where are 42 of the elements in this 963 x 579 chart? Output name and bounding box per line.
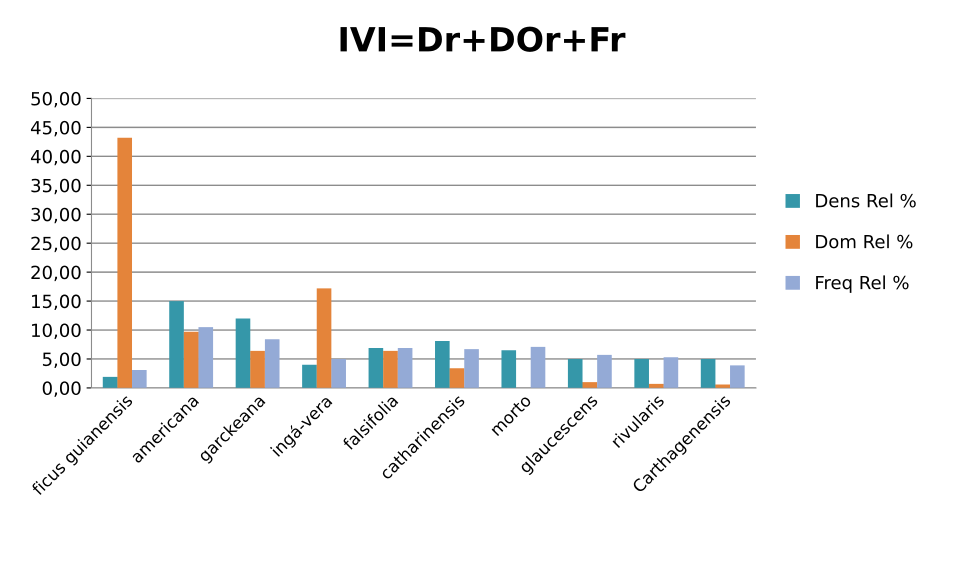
bar (700, 358, 716, 388)
bar (582, 382, 598, 388)
bar (250, 350, 265, 388)
y-tick-label: 15,00 (32, 294, 81, 310)
bar (331, 358, 346, 388)
y-tick-label: 20,00 (31, 266, 81, 282)
bar (530, 346, 546, 388)
bar (501, 350, 516, 388)
y-tick-label: 50,00 (31, 92, 81, 108)
bar (597, 354, 612, 388)
y-tick-label: 25,00 (31, 236, 81, 252)
y-tick-label: 35,00 (31, 178, 81, 194)
legend-label: Freq Rel % (816, 275, 909, 293)
legend-label: Dom Rel % (816, 234, 912, 248)
bar (117, 138, 132, 388)
bar (198, 327, 214, 388)
bar (450, 368, 464, 388)
bar (102, 376, 118, 388)
bar (302, 364, 317, 388)
bar (383, 350, 398, 388)
bar (664, 357, 678, 388)
bar (464, 349, 479, 388)
y-tick-label: 10,00 (32, 323, 81, 339)
chart-title: IVI=Dr+DOr+Fr (340, 26, 626, 52)
y-tick-label: 45,00 (30, 120, 81, 136)
bar (184, 332, 198, 388)
y-tick-label: 30,00 (31, 208, 81, 224)
bar (132, 370, 147, 388)
bar (730, 365, 745, 388)
bar (634, 358, 649, 388)
y-tick-label: 0,00 (42, 381, 81, 397)
bar (368, 348, 384, 388)
legend-label: Dens Rel % (816, 193, 916, 208)
y-tick-label: 40,00 (30, 150, 81, 166)
bar (169, 301, 184, 388)
bar (568, 358, 583, 388)
bar (236, 318, 250, 388)
bar (435, 341, 450, 388)
bar (398, 348, 412, 388)
y-tick-label: 5,00 (42, 352, 81, 368)
bar (264, 339, 280, 388)
bar (316, 288, 332, 388)
